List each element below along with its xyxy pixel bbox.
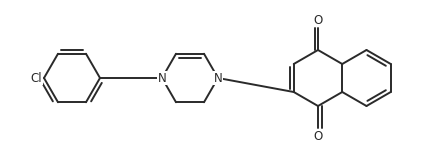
Text: N: N bbox=[158, 71, 167, 84]
Text: O: O bbox=[313, 129, 323, 142]
Text: Cl: Cl bbox=[31, 71, 42, 84]
Text: O: O bbox=[313, 13, 323, 27]
Text: N: N bbox=[214, 71, 222, 84]
